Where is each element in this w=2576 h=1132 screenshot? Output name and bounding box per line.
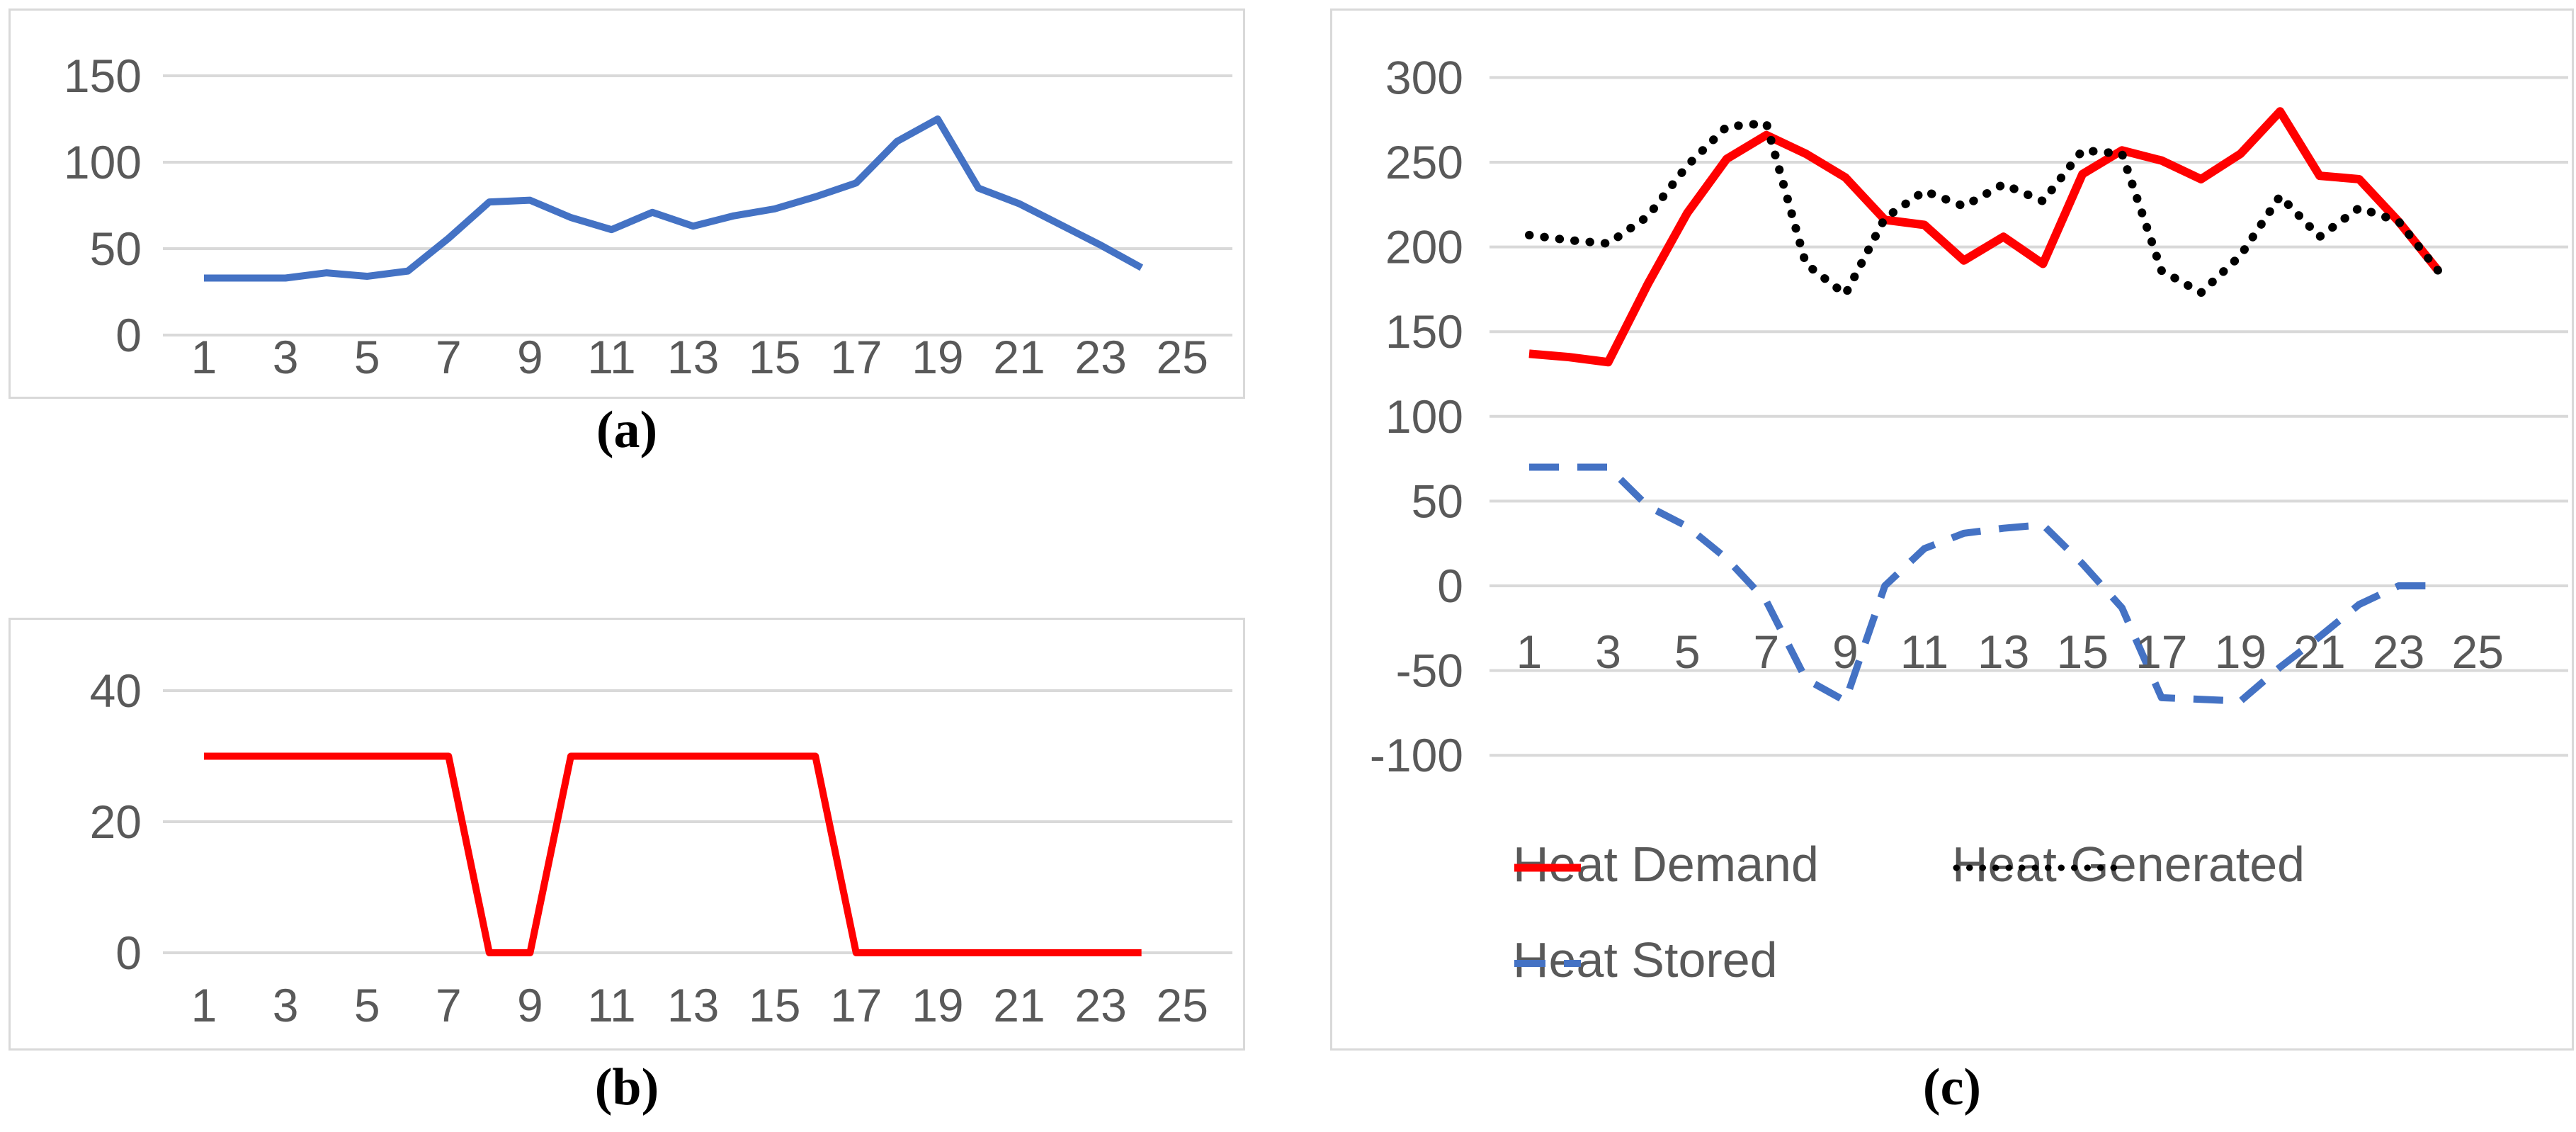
x-tick-label-13: 13 <box>1978 626 2029 678</box>
x-tick-label-11: 11 <box>587 331 636 383</box>
y-tick-label-20: 20 <box>90 796 142 848</box>
y-tick-label--50: -50 <box>1396 645 1463 697</box>
series-line-on-off-profile <box>204 752 1142 956</box>
series-line-heat-generated <box>1525 118 2443 299</box>
x-tick-label-1: 1 <box>1516 626 1543 678</box>
x-tick-label-19: 19 <box>2215 626 2266 678</box>
x-tick-label-7: 7 <box>1753 626 1779 678</box>
caption-a: (a) <box>596 401 658 459</box>
y-tick-label-50: 50 <box>1412 475 1463 527</box>
series-line-demand-profile <box>204 115 1144 282</box>
x-tick-label-5: 5 <box>354 979 380 1031</box>
x-tick-label-9: 9 <box>1832 626 1859 678</box>
x-tick-label-7: 7 <box>436 331 462 383</box>
x-tick-label-23: 23 <box>2373 626 2424 678</box>
x-tick-label-3: 3 <box>273 979 299 1031</box>
x-tick-label-5: 5 <box>1674 626 1701 678</box>
x-tick-label-3: 3 <box>273 331 299 383</box>
x-tick-label-25: 25 <box>1156 979 1208 1031</box>
x-tick-label-13: 13 <box>667 331 719 383</box>
x-tick-label-1: 1 <box>191 331 217 383</box>
y-tick-label-0: 0 <box>115 927 142 979</box>
caption-c: (c) <box>1922 1058 1982 1116</box>
x-tick-label-21: 21 <box>2293 626 2345 678</box>
y-tick-label-100: 100 <box>64 136 142 188</box>
x-tick-label-7: 7 <box>436 979 462 1031</box>
x-tick-label-21: 21 <box>993 979 1045 1031</box>
series-line-heat-stored <box>1529 463 2439 705</box>
y-tick-label-250: 250 <box>1385 136 1463 188</box>
x-tick-label-17: 17 <box>830 979 882 1031</box>
x-tick-label-25: 25 <box>1156 331 1208 383</box>
y-tick-label-0: 0 <box>115 309 142 361</box>
chart-panel-a: 0 50 100 150 1 3 5 7 9 11 13 15 17 19 21 23 25 <box>8 9 1245 399</box>
x-tick-label-25: 25 <box>2451 626 2503 678</box>
x-tick-label-19: 19 <box>912 979 963 1031</box>
x-tick-label-19: 19 <box>912 331 963 383</box>
x-tick-label-11: 11 <box>587 979 636 1031</box>
series-line-heat-demand <box>1528 107 2442 367</box>
y-tick-label-150: 150 <box>1385 305 1463 358</box>
y-tick-label-0: 0 <box>1437 560 1463 612</box>
chart-panel-b: 0 20 40 1 3 5 7 9 11 13 15 17 19 21 23 25 <box>8 618 1245 1051</box>
x-tick-label-15: 15 <box>2056 626 2108 678</box>
x-tick-label-9: 9 <box>517 331 543 383</box>
x-tick-label-13: 13 <box>667 979 719 1031</box>
x-tick-label-21: 21 <box>993 331 1045 383</box>
x-tick-label-17: 17 <box>830 331 882 383</box>
x-tick-label-23: 23 <box>1074 331 1126 383</box>
y-tick-label-50: 50 <box>90 222 142 275</box>
chart-panel-c: -100 -50 0 50 100 150 200 250 300 1 3 5 7 9 11 13 15 17 19… <box>1330 9 2574 1051</box>
x-tick-label-15: 15 <box>749 979 800 1031</box>
x-tick-label-3: 3 <box>1595 626 1621 678</box>
y-tick-label-300: 300 <box>1385 51 1463 103</box>
x-tick-label-1: 1 <box>191 979 217 1031</box>
x-tick-label-17: 17 <box>2135 626 2187 678</box>
x-tick-label-11: 11 <box>1900 626 1949 678</box>
y-tick-label--100: -100 <box>1370 729 1463 781</box>
y-tick-label-150: 150 <box>64 50 142 102</box>
x-tick-label-23: 23 <box>1074 979 1126 1031</box>
x-tick-label-5: 5 <box>354 331 380 383</box>
x-tick-label-15: 15 <box>749 331 800 383</box>
y-tick-label-40: 40 <box>90 664 142 717</box>
x-tick-label-9: 9 <box>517 979 543 1031</box>
y-tick-label-200: 200 <box>1385 221 1463 273</box>
caption-b: (b) <box>594 1058 659 1116</box>
y-tick-label-100: 100 <box>1385 390 1463 443</box>
